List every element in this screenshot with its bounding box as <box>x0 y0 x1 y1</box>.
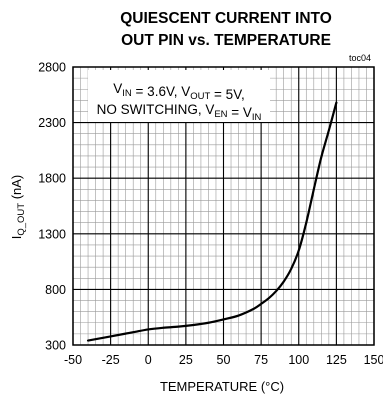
annotation-line-1-text-2: = 5V, <box>210 87 244 102</box>
x-tick-labels: -50 -25 0 25 50 75 100 125 150 <box>64 353 383 367</box>
chart-title-line-1: QUIESCENT CURRENT INTO <box>120 10 332 27</box>
chart-title-line-2: OUT PIN vs. TEMPERATURE <box>121 32 331 49</box>
y-axis-label-main: I <box>9 236 24 240</box>
x-axis-label: TEMPERATURE (°C) <box>160 379 284 394</box>
x-tick-label: 125 <box>326 353 347 367</box>
x-tick-label: 150 <box>364 353 383 367</box>
y-tick-label: 2300 <box>38 116 66 130</box>
x-tick-label: 0 <box>145 353 152 367</box>
annotation-line-2-subscript-0: EN <box>214 109 227 120</box>
plot-frame <box>72 66 375 346</box>
y-tick-label: 2800 <box>38 61 66 75</box>
annotation-line-1-subscript-1: OUT <box>190 91 210 102</box>
x-tick-label: 25 <box>179 353 193 367</box>
y-tick-label: 1800 <box>38 172 66 186</box>
annotation-line-2-text-1: = V <box>228 105 252 120</box>
x-tick-label: 100 <box>288 353 309 367</box>
annotation-line-2-subscript-1: IN <box>252 112 262 123</box>
annotation-line-1: VIN = 3.6V, VOUT = 5V, <box>113 81 244 102</box>
y-tick-label: 300 <box>45 339 66 353</box>
annotation-line-1-text-0: V <box>113 81 122 96</box>
y-tick-labels: 300 800 1300 1800 2300 2800 <box>38 61 66 353</box>
y-tick-label: 800 <box>45 283 66 297</box>
chart-note: toc04 <box>349 53 371 63</box>
y-axis-label-unit: (nA) <box>9 175 24 203</box>
annotation-box <box>88 70 270 122</box>
series-line <box>86 101 338 342</box>
annotation-line-1-subscript-0: IN <box>122 88 132 99</box>
annotation-line-2-text-0: NO SWITCHING, V <box>97 102 215 117</box>
x-tick-label: 75 <box>254 353 268 367</box>
x-tick-label: -25 <box>102 353 120 367</box>
conditions-annotation: VIN = 3.6V, VOUT = 5V, NO SWITCHING, VEN… <box>88 70 270 123</box>
annotation-line-1-text-1: = 3.6V, V <box>132 84 190 99</box>
y-axis-label-sub: Q_OUT <box>16 203 27 236</box>
y-axis-label: IQ_OUT (nA) <box>9 175 27 240</box>
chart-title: QUIESCENT CURRENT INTO OUT PIN vs. TEMPE… <box>120 10 332 49</box>
x-tick-label: -50 <box>64 353 82 367</box>
x-tick-label: 50 <box>217 353 231 367</box>
y-tick-label: 1300 <box>38 227 66 241</box>
annotation-line-2: NO SWITCHING, VEN = VIN <box>97 102 262 123</box>
